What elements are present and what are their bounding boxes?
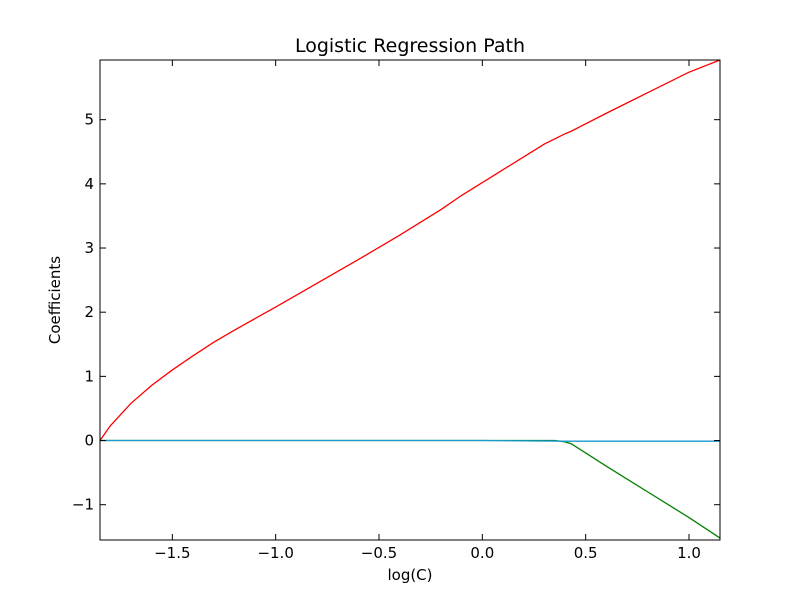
series-line-1 [99, 59, 721, 441]
x-tick-label: 0.0 [470, 544, 494, 562]
series-line-3 [100, 439, 720, 442]
chart-title: Logistic Regression Path [295, 35, 525, 57]
tick-layer: −1.5 −1.0 −0.5 0.0 0.5 1.0 −1 0 1 2 3 4 5 [72, 60, 720, 562]
y-tick-label: 4 [84, 175, 94, 193]
plot-area [100, 60, 720, 540]
x-tick-label: −0.5 [361, 544, 397, 562]
y-tick-label: 2 [84, 303, 94, 321]
y-axis-label: Coefficients [46, 256, 64, 344]
x-tick-label: 0.5 [574, 544, 598, 562]
y-tick-label: 3 [84, 239, 94, 257]
x-tick-label: 1.0 [677, 544, 701, 562]
y-tick-label: −1 [72, 496, 94, 514]
x-tick-label: −1.0 [257, 544, 293, 562]
y-tick-label: 1 [84, 367, 94, 385]
plot-frame [99, 59, 721, 541]
x-tick-label: −1.5 [154, 544, 190, 562]
x-axis-label: log(C) [387, 566, 432, 584]
series-layer [99, 59, 721, 539]
y-tick-label: 0 [84, 432, 94, 450]
y-tick-label: 5 [84, 111, 94, 129]
